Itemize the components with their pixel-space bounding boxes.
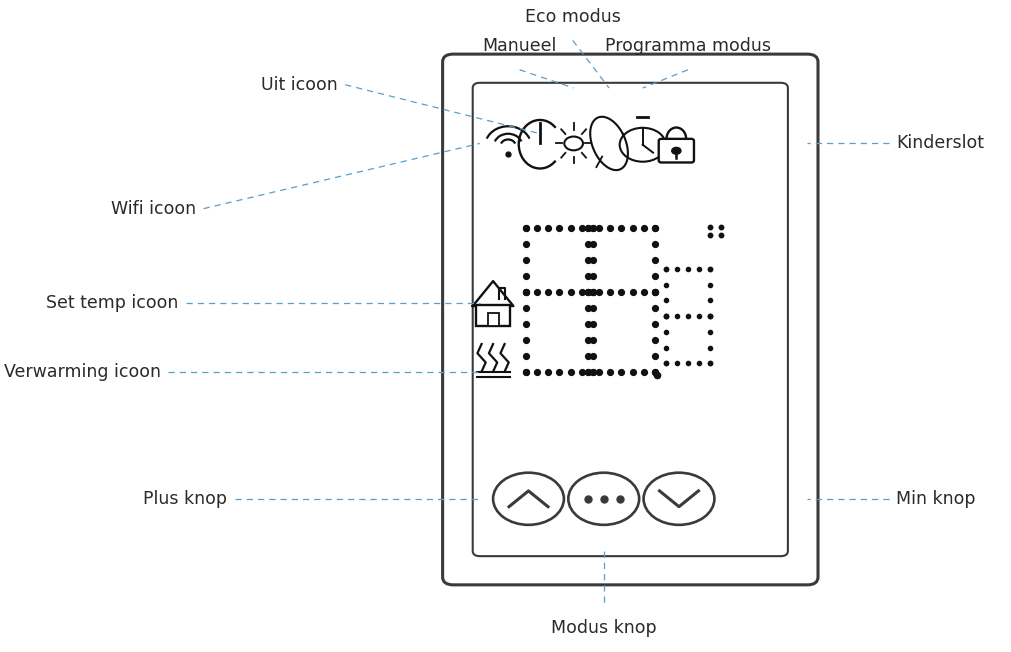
Text: Plus knop: Plus knop bbox=[144, 490, 227, 508]
Text: Verwarming icoon: Verwarming icoon bbox=[4, 363, 161, 381]
FancyBboxPatch shape bbox=[443, 54, 818, 585]
FancyBboxPatch shape bbox=[659, 139, 694, 162]
Bar bbox=[487, 313, 498, 326]
FancyBboxPatch shape bbox=[473, 83, 788, 556]
Text: Uit icoon: Uit icoon bbox=[262, 76, 338, 94]
Text: Programma modus: Programma modus bbox=[605, 37, 770, 55]
Text: Manueel: Manueel bbox=[482, 37, 557, 55]
Text: Eco modus: Eco modus bbox=[525, 8, 621, 26]
Text: Modus knop: Modus knop bbox=[551, 619, 656, 638]
Text: Set temp icoon: Set temp icoon bbox=[47, 294, 179, 312]
Text: Wifi icoon: Wifi icoon bbox=[111, 200, 196, 218]
Circle shape bbox=[671, 147, 681, 154]
Bar bbox=[476, 305, 511, 326]
Text: Min knop: Min knop bbox=[896, 490, 976, 508]
Text: Kinderslot: Kinderslot bbox=[896, 134, 984, 153]
